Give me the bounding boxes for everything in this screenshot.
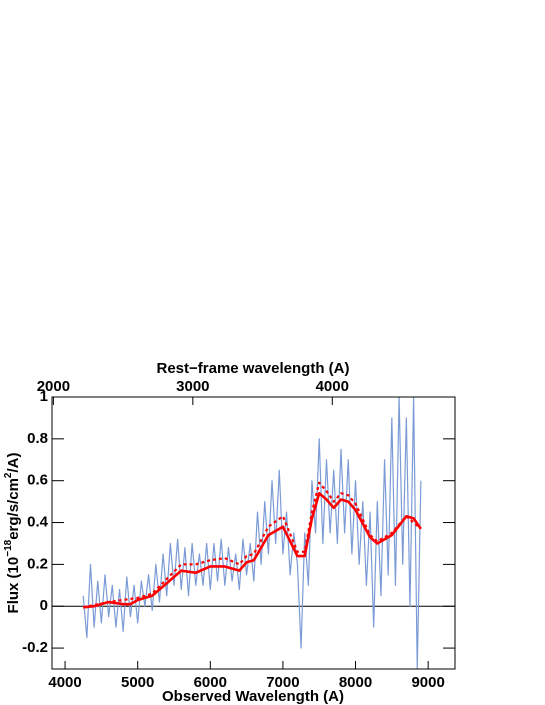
spectrum-line bbox=[82, 397, 422, 669]
x-tick-label: 9000 bbox=[411, 674, 444, 691]
spectrum-line bbox=[82, 481, 422, 609]
y-tick-label: 0.2 bbox=[27, 555, 48, 572]
y-tick-label: 0.4 bbox=[27, 514, 49, 531]
y-axis-title: Flux (10−18erg/s/cm2/A) bbox=[3, 453, 22, 614]
plot-frame bbox=[51, 396, 456, 670]
y-tick-label: 0.6 bbox=[27, 472, 48, 489]
spectrum-line bbox=[83, 491, 422, 609]
y-title-sup: 2 bbox=[3, 472, 14, 478]
y-title-part: Flux (10 bbox=[5, 557, 22, 614]
x-tick-label: 4000 bbox=[48, 674, 81, 691]
y-tick-label: 0 bbox=[40, 597, 48, 614]
top-tick-label: 4000 bbox=[316, 378, 349, 395]
y-tick-label: 1 bbox=[40, 388, 48, 405]
x-tick-label: 5000 bbox=[121, 674, 154, 691]
x-tick-label: 6000 bbox=[194, 674, 227, 691]
top-tick-label: 3000 bbox=[176, 378, 209, 395]
y-title-part: erg/s/cm bbox=[5, 478, 22, 540]
top-tick-label: 2000 bbox=[37, 378, 70, 395]
x-tick-label: 7000 bbox=[266, 674, 299, 691]
top-axis-title: Rest−frame wavelength (A) bbox=[157, 360, 350, 377]
x-axis-title: Observed Wavelength (A) bbox=[162, 688, 344, 705]
y-tick-label: 0.8 bbox=[27, 430, 48, 447]
y-tick-label: -0.2 bbox=[22, 639, 48, 656]
y-title-sup: −18 bbox=[3, 539, 14, 556]
y-title-part: /A) bbox=[5, 453, 22, 473]
x-tick-label: 8000 bbox=[339, 674, 372, 691]
